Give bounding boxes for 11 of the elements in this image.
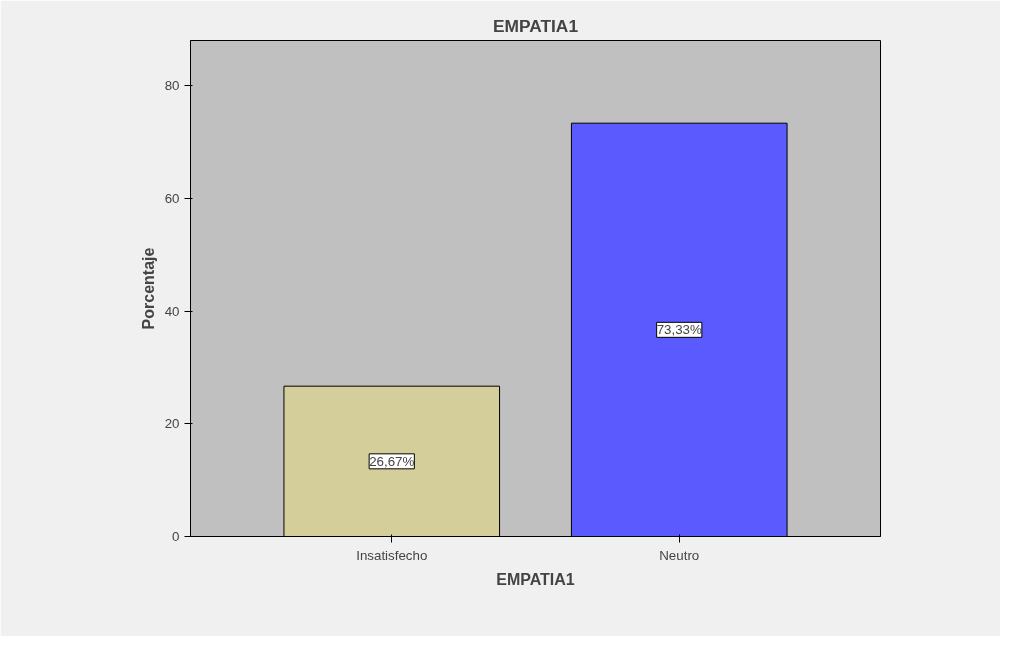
- x-axis-title: EMPATIA1: [496, 570, 575, 588]
- y-tick-label: 60: [164, 190, 180, 206]
- chart-title: EMPATIA1: [492, 15, 579, 36]
- y-tick-label: 80: [164, 78, 180, 94]
- x-tick-label: Neutro: [659, 547, 700, 563]
- data-label: 26,67%: [369, 453, 415, 469]
- y-tick-label: 0: [172, 529, 180, 544]
- y-axis-title: Porcentaje: [139, 247, 157, 330]
- y-tick-label: 40: [164, 303, 180, 319]
- x-tick-label: Insatisfecho: [356, 547, 428, 563]
- y-tick-label: 20: [164, 416, 180, 432]
